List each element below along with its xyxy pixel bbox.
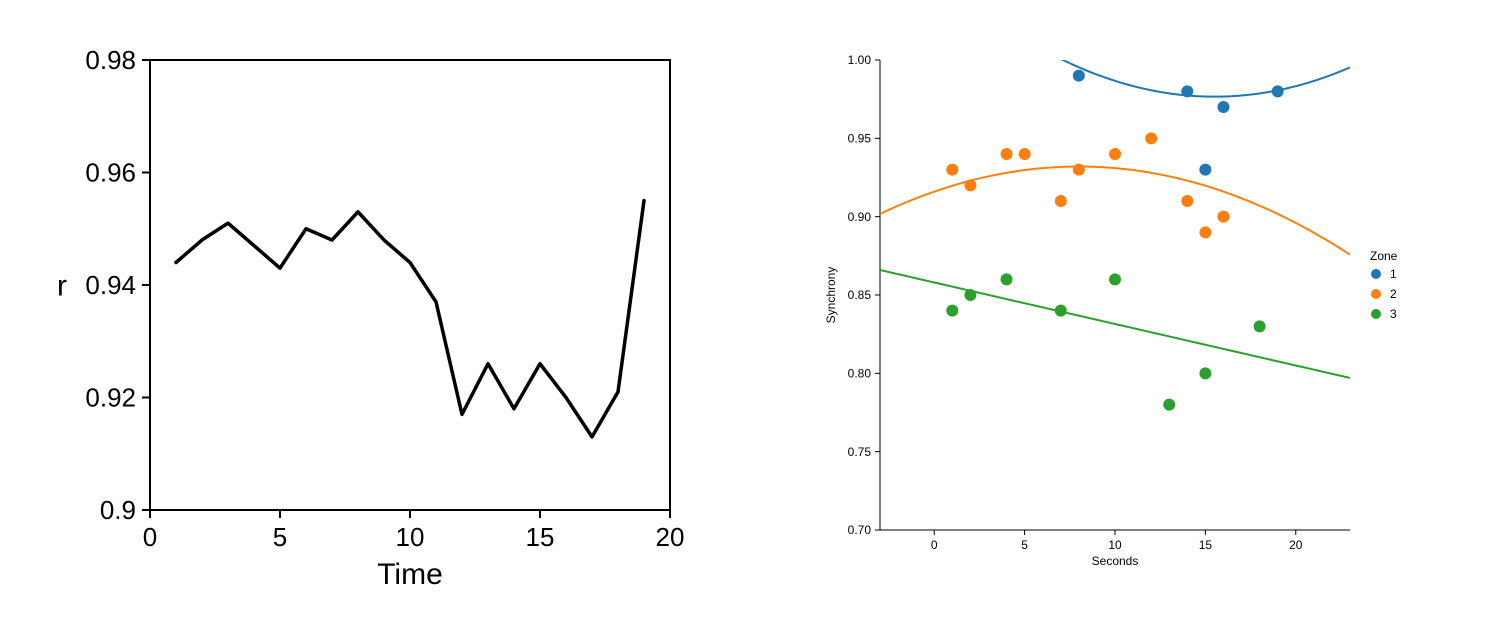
scatter-point-zone-1 — [1272, 85, 1284, 97]
scatter-point-zone-2 — [1199, 226, 1211, 238]
x-axis-label: Seconds — [1092, 554, 1139, 568]
right-scatter-chart: 0 5 10 15 20 0.70 0.75 0.80 0.85 0.90 0.95 1.00 Seco… — [810, 40, 1470, 580]
ytick-label: 0.9 — [100, 495, 136, 525]
scatter-point-zone-3 — [946, 305, 958, 317]
ytick-label: 0.75 — [848, 445, 872, 459]
ytick-label: 1.00 — [848, 53, 872, 67]
ytick-label: 0.96 — [85, 158, 136, 188]
scatter-point-zone-2 — [1019, 148, 1031, 160]
scatter-point-zone-3 — [964, 289, 976, 301]
fit-curve-zone-1 — [1061, 59, 1350, 97]
legend-marker-3 — [1371, 309, 1381, 319]
scatter-point-zone-2 — [946, 164, 958, 176]
ytick-label: 0.95 — [848, 132, 872, 146]
ytick-label: 0.92 — [85, 383, 136, 413]
scatter-point-zone-2 — [964, 179, 976, 191]
scatter-point-zone-3 — [1055, 305, 1067, 317]
ytick-label: 0.80 — [848, 367, 872, 381]
legend-label-2: 2 — [1390, 287, 1397, 301]
plot-frame — [150, 60, 670, 510]
xtick-label: 20 — [1289, 538, 1303, 552]
scatter-point-zone-2 — [1181, 195, 1193, 207]
y-axis-label: Synchrony — [824, 267, 838, 324]
right-chart-panel: 0 5 10 15 20 0.70 0.75 0.80 0.85 0.90 0.95 1.00 Seco… — [810, 40, 1470, 580]
legend-marker-1 — [1371, 269, 1381, 279]
scatter-point-zone-2 — [1055, 195, 1067, 207]
ytick-label: 0.85 — [848, 288, 872, 302]
ytick-label: 0.98 — [85, 45, 136, 75]
ytick-label: 0.70 — [848, 523, 872, 537]
xtick-label: 10 — [1108, 538, 1122, 552]
scatter-point-zone-2 — [1001, 148, 1013, 160]
xtick-label: 5 — [1021, 538, 1028, 552]
legend-title: Zone — [1370, 249, 1398, 263]
scatter-point-zone-2 — [1145, 132, 1157, 144]
scatter-point-zone-3 — [1254, 320, 1266, 332]
xtick-label: 0 — [931, 538, 938, 552]
scatter-point-zone-2 — [1217, 211, 1229, 223]
fit-curve-zone-2 — [880, 167, 1350, 255]
y-axis-label: r — [57, 270, 67, 303]
scatter-point-zone-1 — [1181, 85, 1193, 97]
left-line-chart: 0 5 10 15 20 0.9 0.92 0.94 0.96 0.98 Time r — [30, 10, 710, 610]
scatter-point-zone-3 — [1199, 367, 1211, 379]
left-chart-panel: 0 5 10 15 20 0.9 0.92 0.94 0.96 0.98 Time r — [30, 10, 710, 610]
fit-curve-zone-3 — [880, 270, 1350, 378]
scatter-point-zone-1 — [1073, 70, 1085, 82]
scatter-point-zone-3 — [1163, 399, 1175, 411]
xtick-label: 15 — [1199, 538, 1213, 552]
xtick-label: 15 — [526, 522, 555, 552]
scatter-point-zone-3 — [1109, 273, 1121, 285]
xtick-label: 20 — [656, 522, 685, 552]
scatter-point-zone-1 — [1199, 164, 1211, 176]
scatter-point-zone-3 — [1001, 273, 1013, 285]
scatter-point-zone-1 — [1217, 101, 1229, 113]
x-axis-label: Time — [377, 558, 443, 591]
legend-label-1: 1 — [1390, 267, 1397, 281]
legend-label-3: 3 — [1390, 307, 1397, 321]
xtick-label: 10 — [396, 522, 425, 552]
xtick-label: 0 — [143, 522, 157, 552]
scatter-point-zone-2 — [1073, 164, 1085, 176]
figure-pair: 0 5 10 15 20 0.9 0.92 0.94 0.96 0.98 Time r 0 5 10 15 2… — [0, 0, 1508, 630]
ytick-label: 0.94 — [85, 270, 136, 300]
xtick-label: 5 — [273, 522, 287, 552]
legend-marker-2 — [1371, 289, 1381, 299]
scatter-point-zone-2 — [1109, 148, 1121, 160]
ytick-label: 0.90 — [848, 210, 872, 224]
